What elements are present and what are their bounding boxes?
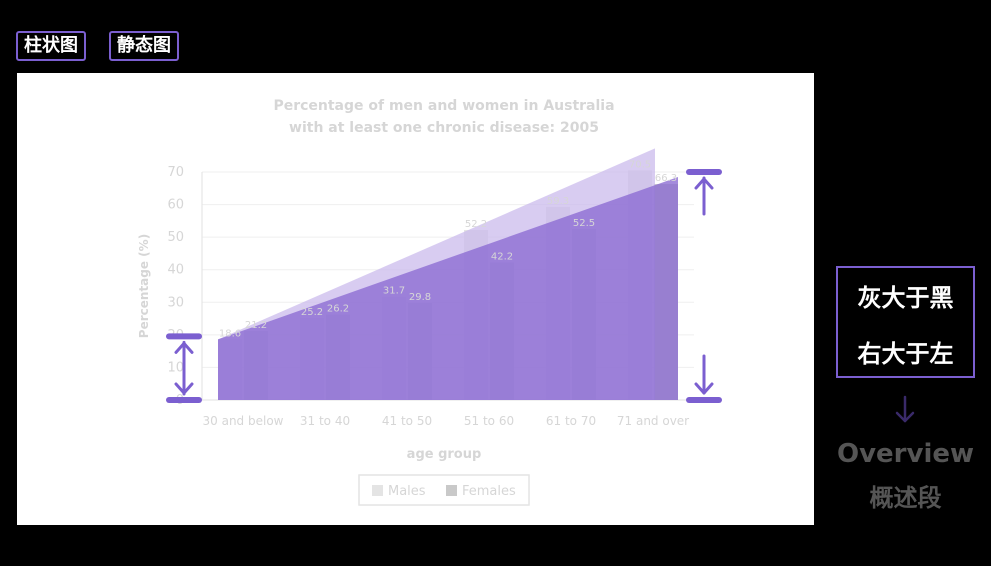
data-label: 52.5 [573,218,595,229]
data-label: 70.5 [629,159,651,170]
x-tick-label: 61 to 70 [546,414,596,428]
bar-chart: Percentage of men and women in Australia… [137,98,722,506]
chart-title: Percentage of men and women in Australia [273,98,614,114]
y-tick-label: 30 [167,295,184,310]
legend-label-females: Females [462,484,516,499]
chart-panel: Percentage of men and women in Australia… [17,73,814,525]
data-label: 29.8 [409,292,431,303]
legend-label-males: Males [388,484,426,499]
data-label: 21.2 [245,320,267,331]
tag-static-chart: 静态图 [109,31,179,61]
comparison-gray-vs-black: 灰大于黑 [857,284,954,312]
y-tick-label: 40 [167,263,184,278]
data-label: 25.2 [301,307,323,318]
right-arrow-down-icon [694,382,714,395]
left-arrow-down-icon [174,382,194,395]
overview-subtitle: 概述段 [869,484,942,512]
right-arrow-up-icon [694,177,714,190]
tag-bar-chart: 柱状图 [16,31,86,61]
data-label: 31.7 [383,286,405,297]
x-tick-label: 71 and over [617,414,689,428]
x-tick-label: 31 to 40 [300,414,350,428]
comparison-right-vs-left: 右大于左 [857,340,954,368]
overview-label: Overview [836,439,975,469]
data-label: 18.6 [219,328,241,339]
data-label: 59.3 [547,196,569,207]
x-tick-label: 41 to 50 [382,414,432,428]
x-axis-label: age group [407,447,482,462]
y-tick-label: 60 [167,198,184,213]
legend-box [358,474,530,506]
legend-swatch-females [446,485,457,496]
legend-swatch-males [372,485,383,496]
data-label: 52.2 [465,219,487,230]
data-label: 42.2 [491,252,513,263]
chart-subtitle: with at least one chronic disease: 2005 [289,120,599,136]
x-tick-label: 30 and below [203,414,284,428]
data-label: 26.2 [327,304,349,315]
left-arrow-up-icon [174,341,194,354]
y-tick-label: 70 [167,165,184,180]
arrow-down-icon [895,395,915,423]
overlay-dark-triangle [218,177,678,400]
data-label: 66.3 [655,173,677,184]
x-tick-label: 51 to 60 [464,414,514,428]
y-tick-label: 10 [167,360,184,375]
y-axis-label: Percentage (%) [137,234,151,338]
y-tick-label: 50 [167,230,184,245]
comparison-box: 灰大于黑 右大于左 [836,266,975,378]
